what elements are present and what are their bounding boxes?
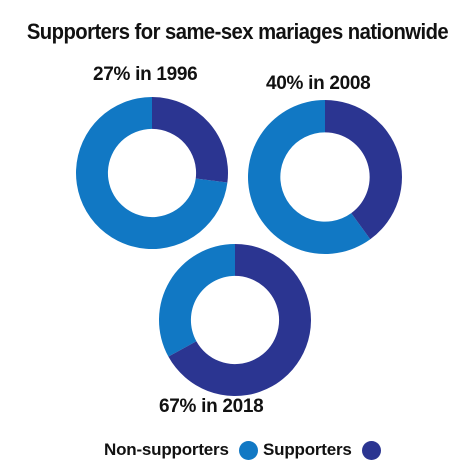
legend-item-supporters: Supporters xyxy=(263,436,381,464)
legend-label-supporters: Supporters xyxy=(263,440,352,459)
slice-supporters-2018 xyxy=(168,244,311,396)
slice-non-supporters-2018 xyxy=(159,244,235,357)
slice-non-supporters-2008 xyxy=(248,100,371,255)
slice-non-supporters-1996 xyxy=(75,97,228,249)
legend-swatch-supporters xyxy=(361,440,381,460)
donut-label-2008: 40% in 2008 xyxy=(266,73,371,94)
legend-item-non-supporters: Non-supporters xyxy=(104,436,258,464)
donut-label-2018: 67% in 2018 xyxy=(159,396,264,417)
donut-2008 xyxy=(248,100,402,255)
chart-title: Supporters for same-sex mariages nationw… xyxy=(26,19,449,44)
legend-label-non-supporters: Non-supporters xyxy=(104,440,229,459)
legend: Non-supporters Supporters xyxy=(0,436,475,464)
donut-1996 xyxy=(75,97,228,249)
legend-swatch-non-supporters xyxy=(238,440,258,460)
slice-supporters-1996 xyxy=(152,97,228,183)
slice-supporters-2008 xyxy=(325,100,402,240)
donut-2018 xyxy=(159,244,311,396)
donut-label-1996: 27% in 1996 xyxy=(93,64,198,85)
